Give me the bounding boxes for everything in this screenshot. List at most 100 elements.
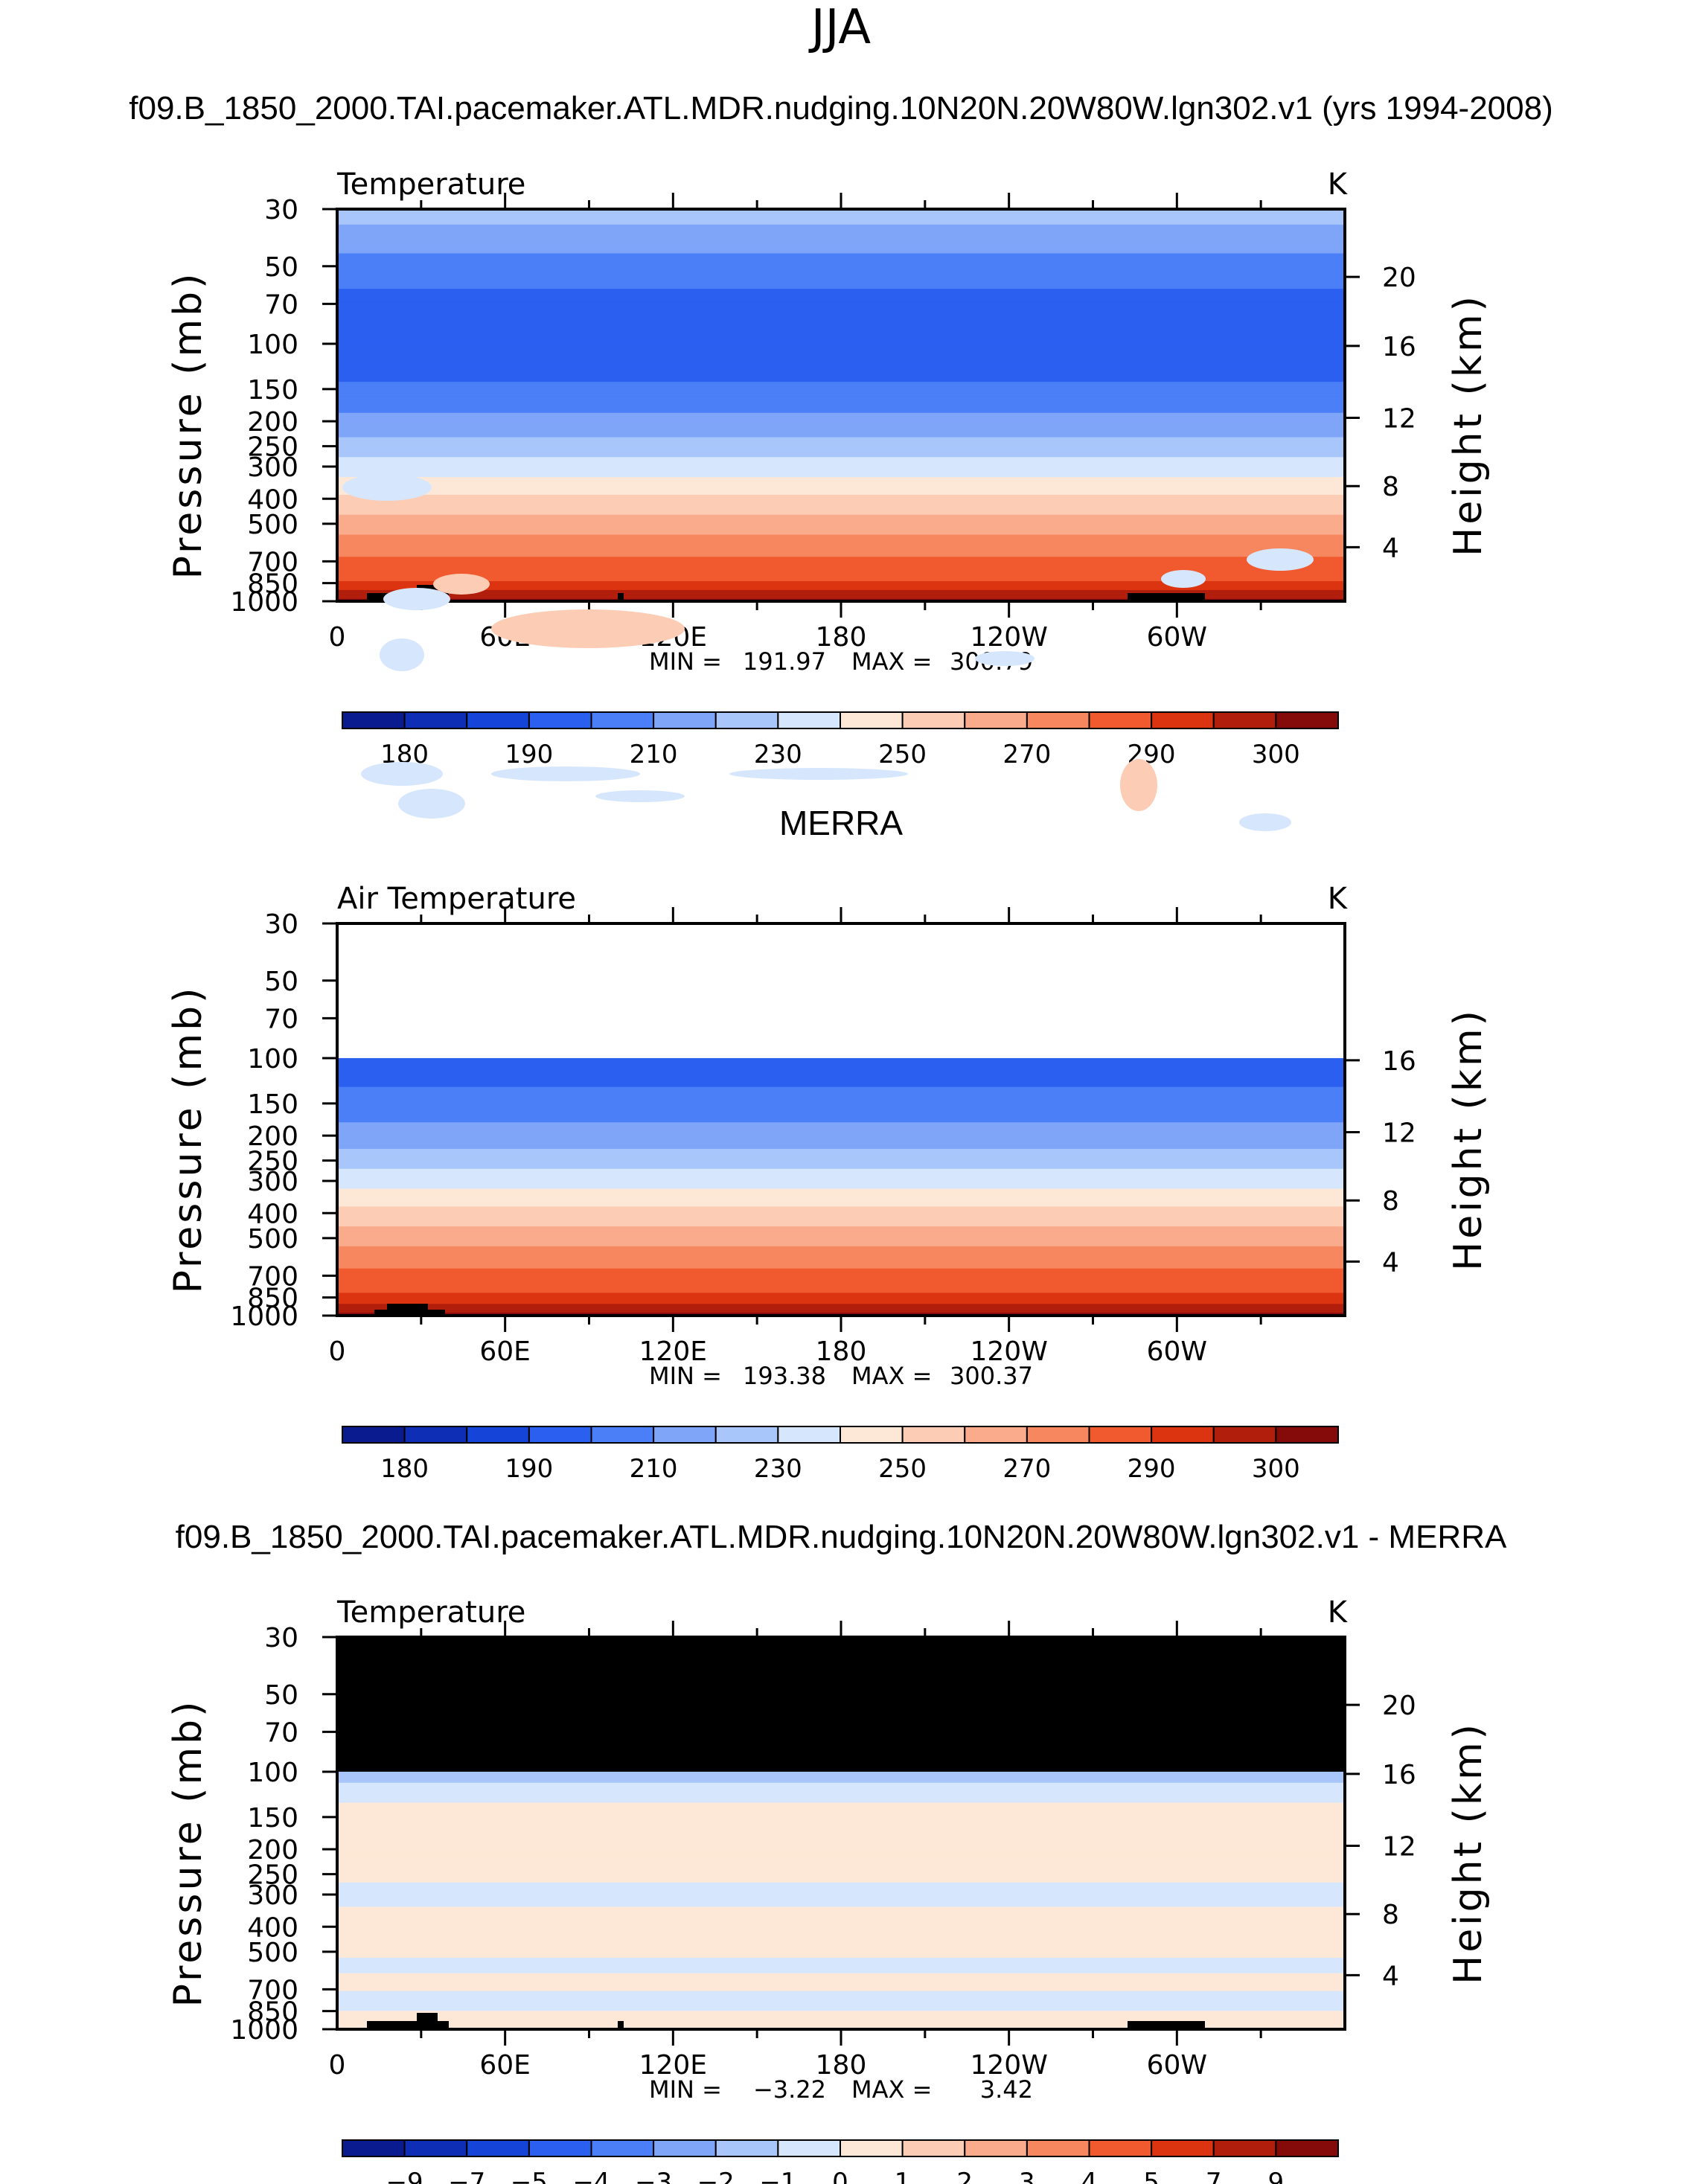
- contour-band: [337, 490, 1345, 493]
- colorbar-box: [714, 1426, 779, 1444]
- contour-band: [337, 1252, 1345, 1256]
- contour-band: [337, 1266, 1345, 1269]
- anomaly-patch: [398, 789, 465, 819]
- colorbar-box: [1275, 1426, 1339, 1444]
- colorbar-box: [403, 711, 468, 729]
- y-tick-label: 300: [247, 1167, 298, 1197]
- contour-band: [337, 1809, 1345, 1813]
- contour-band: [337, 566, 1345, 569]
- contour-band: [337, 1900, 1345, 1903]
- contour-band: [337, 2008, 1345, 2012]
- contour-band: [337, 448, 1345, 452]
- contour-band: [337, 1949, 1345, 1952]
- contour-band: [337, 589, 1345, 593]
- contour-band: [337, 266, 1345, 270]
- stats-min: −3.22: [753, 2075, 826, 2104]
- contour-band: [337, 1168, 1345, 1172]
- contour-band: [337, 426, 1345, 429]
- contour-band: [337, 1782, 1345, 1786]
- anomaly-patch: [491, 766, 640, 781]
- y-tick-label: 1000: [230, 587, 298, 618]
- contour-band: [337, 572, 1345, 575]
- contour-band: [337, 1064, 1345, 1068]
- contour-band: [337, 1144, 1345, 1147]
- anomaly-patch: [1161, 570, 1206, 588]
- contour-band: [337, 300, 1345, 303]
- contour-band: [337, 1226, 1345, 1229]
- contour-band: [337, 1999, 1345, 2003]
- colorbar-label: 300: [1252, 740, 1300, 769]
- contour-band: [337, 2004, 1345, 2008]
- y-tick-label: 100: [247, 330, 298, 360]
- contour-band: [337, 1246, 1345, 1249]
- contour-band: [337, 419, 1345, 423]
- contour-band: [337, 541, 1345, 545]
- contour-band: [337, 308, 1345, 312]
- contour-band: [337, 1933, 1345, 1936]
- colorbar-box: [466, 1426, 530, 1444]
- contour-band: [337, 1997, 1345, 2001]
- contour-band: [337, 257, 1345, 261]
- y-tick-label: 500: [247, 1938, 298, 1968]
- contour-band: [337, 410, 1345, 414]
- contour-band: [337, 1780, 1345, 1784]
- y-right-tick-label: 8: [1382, 472, 1399, 502]
- anomaly-patch: [1247, 548, 1314, 571]
- colorbar-box: [840, 1426, 904, 1444]
- contour-band: [337, 211, 1345, 214]
- contour-band: [337, 269, 1345, 272]
- contour-band: [337, 1138, 1345, 1141]
- contour-band: [337, 1127, 1345, 1130]
- y-tick-label: 70: [264, 289, 298, 320]
- stats-min: 191.97: [743, 647, 826, 676]
- contour-band: [337, 1148, 1345, 1152]
- contour-band: [337, 1120, 1345, 1124]
- contour-band: [337, 1200, 1345, 1203]
- colorbar-label: 290: [1128, 1454, 1176, 1484]
- contour-band: [337, 298, 1345, 301]
- chart-panel-1: f09.B_1850_2000.TAI.pacemaker.ATL.MDR.nu…: [129, 90, 1553, 769]
- contour-band: [337, 1293, 1345, 1296]
- contour-band: [337, 1231, 1345, 1234]
- colorbar-box: [342, 711, 406, 729]
- contour-band: [337, 1299, 1345, 1303]
- contour-band: [337, 1281, 1345, 1285]
- contour-band: [337, 468, 1345, 471]
- contour-band: [337, 1217, 1345, 1221]
- contour-band: [337, 1237, 1345, 1240]
- contour-band: [337, 1279, 1345, 1283]
- contour-band: [337, 1931, 1345, 1935]
- colorbar-box: [1026, 1426, 1090, 1444]
- contour-band: [337, 1953, 1345, 1956]
- contour-band: [337, 1988, 1345, 1992]
- contour-band: [337, 1940, 1345, 1943]
- colorbar-label: 270: [1003, 1454, 1051, 1484]
- colorbar-box: [403, 2139, 468, 2157]
- panel-heading: f09.B_1850_2000.TAI.pacemaker.ATL.MDR.nu…: [129, 90, 1553, 127]
- contour-band: [337, 1102, 1345, 1106]
- contour-band: [337, 1906, 1345, 1910]
- chart-panel-3: f09.B_1850_2000.TAI.pacemaker.ATL.MDR.nu…: [166, 474, 1507, 2184]
- contour-band: [337, 580, 1345, 584]
- contour-band: [337, 1153, 1345, 1156]
- contour-band: [337, 430, 1345, 434]
- contour-band: [337, 280, 1345, 284]
- y-tick-label: 700: [247, 1261, 298, 1292]
- colorbar-box: [1212, 2139, 1277, 2157]
- contour-band: [337, 1206, 1345, 1210]
- contour-band: [337, 1825, 1345, 1828]
- contour-band: [337, 271, 1345, 275]
- contour-band: [337, 353, 1345, 356]
- colorbar-box: [403, 1426, 468, 1444]
- contour-band: [337, 486, 1345, 489]
- contour-band: [337, 401, 1345, 405]
- contour-band: [337, 1909, 1345, 1912]
- contour-band: [337, 1864, 1345, 1868]
- colorbar-box: [653, 1426, 717, 1444]
- contour-band: [337, 1270, 1345, 1274]
- contour-band: [337, 1911, 1345, 1915]
- contour-band: [337, 459, 1345, 463]
- contour-band: [337, 1077, 1345, 1081]
- contour-band: [337, 1220, 1345, 1223]
- contour-band: [337, 328, 1345, 332]
